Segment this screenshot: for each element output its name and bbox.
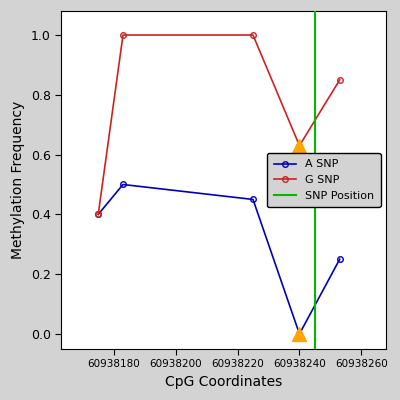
Legend: A SNP, G SNP, SNP Position: A SNP, G SNP, SNP Position — [267, 153, 380, 207]
Y-axis label: Methylation Frequency: Methylation Frequency — [11, 101, 25, 259]
X-axis label: CpG Coordinates: CpG Coordinates — [165, 375, 282, 389]
